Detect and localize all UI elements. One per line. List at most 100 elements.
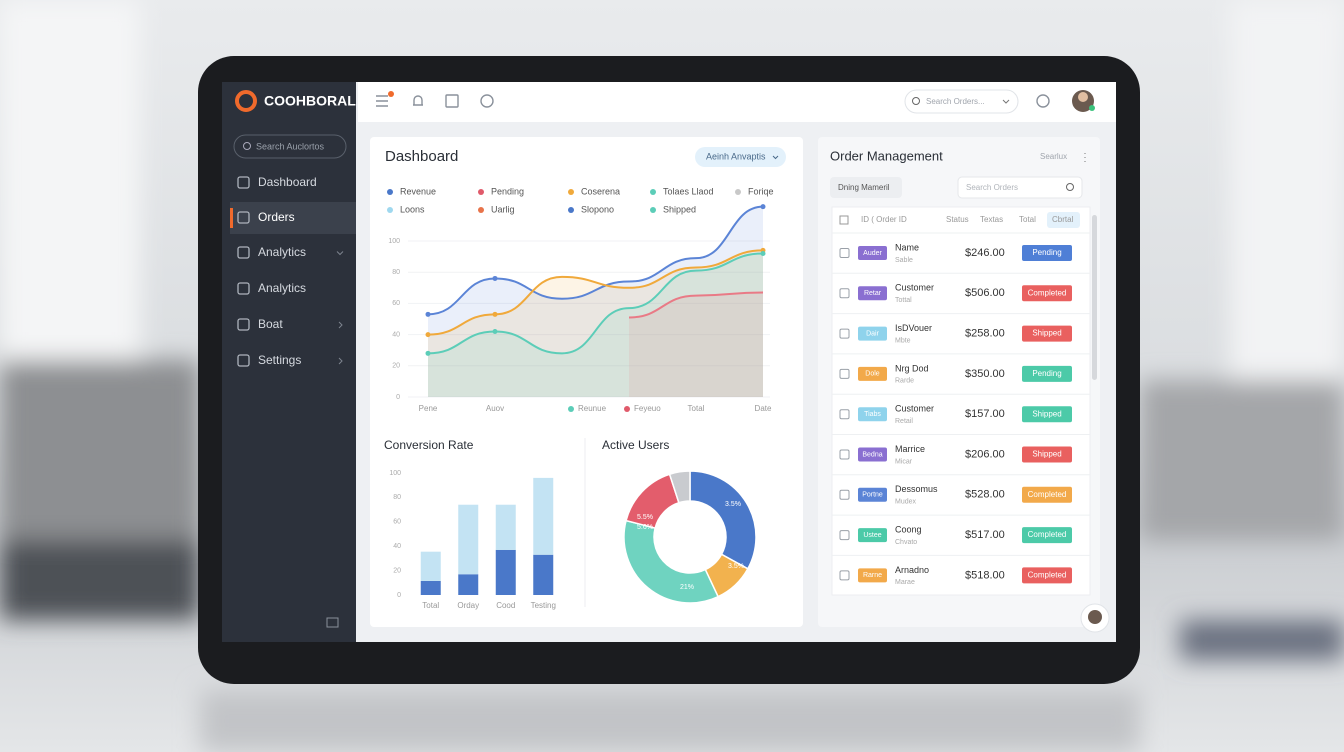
- menu-icon: [237, 354, 250, 367]
- checkbox[interactable]: [839, 288, 850, 299]
- checkbox[interactable]: [839, 570, 850, 581]
- topbar-icons[interactable]: [376, 94, 1050, 108]
- tag-text: Rarne: [863, 572, 882, 579]
- table-header[interactable]: Total: [1019, 215, 1036, 224]
- checkbox[interactable]: [839, 328, 850, 339]
- pie-annotation: 5.5%: [637, 514, 653, 521]
- table-header[interactable]: Status: [946, 215, 969, 224]
- customer-name: Marrice: [895, 444, 925, 454]
- checkbox[interactable]: [839, 248, 850, 258]
- menu-item[interactable]: Dashboard: [258, 175, 317, 189]
- point: [492, 311, 498, 317]
- point: [425, 311, 431, 317]
- customer-name: IsDVouer: [895, 323, 932, 333]
- customer-sub: Mudex: [895, 499, 917, 506]
- pie-slice: [623, 519, 720, 604]
- table-header[interactable]: Textas: [980, 215, 1003, 224]
- menu-item[interactable]: Analytics: [258, 281, 306, 295]
- status-text: Completed: [1028, 571, 1067, 580]
- customer-name: Nrg Dod: [895, 363, 929, 373]
- series-area: [428, 250, 763, 397]
- checkbox[interactable]: [839, 368, 850, 379]
- analytics-button-text: Aeinh Anvaptis: [706, 151, 766, 161]
- pie-annotation: 5.6%: [637, 524, 653, 531]
- legend-dot: [568, 406, 574, 412]
- series-area: [428, 253, 763, 397]
- tag: [858, 286, 887, 301]
- menu-item[interactable]: Boat: [258, 317, 283, 331]
- legend-dot: [568, 189, 574, 195]
- status-badge[interactable]: [1022, 406, 1072, 423]
- orders-menu[interactable]: Searlux: [1040, 152, 1067, 161]
- bar: [458, 574, 479, 595]
- chevron: [338, 357, 343, 365]
- status-badge[interactable]: [1022, 486, 1072, 503]
- menu-item[interactable]: Orders: [258, 210, 295, 224]
- scrollbar[interactable]: [1092, 215, 1097, 380]
- checkbox: [839, 215, 849, 225]
- chat-avatar-face: [1088, 610, 1102, 624]
- checkbox[interactable]: [839, 409, 850, 420]
- sidebar-footer-icon[interactable]: [326, 617, 339, 628]
- tag: [858, 366, 887, 381]
- status-text: Pending: [1032, 369, 1061, 378]
- x-tick-label: Orday: [457, 601, 479, 610]
- menu-icon: [237, 282, 250, 295]
- tag: [858, 246, 887, 260]
- filter-text: Dning Mameril: [838, 183, 890, 192]
- bar: [533, 477, 554, 555]
- status-badge[interactable]: [1022, 245, 1072, 261]
- customer-name: Coong: [895, 524, 922, 534]
- y-tick-label: 0: [396, 394, 400, 401]
- menu-icon: [237, 246, 250, 259]
- dashboard-panel: [370, 137, 803, 627]
- y-tick-label: 80: [392, 269, 400, 276]
- search-icon: [1066, 183, 1074, 191]
- table-header[interactable]: ID ( Order ID: [861, 215, 907, 224]
- analytics-button[interactable]: [695, 147, 786, 167]
- point: [425, 350, 431, 356]
- series-area: [428, 206, 763, 397]
- status-badge[interactable]: [1022, 446, 1072, 463]
- customer-sub: Retail: [895, 418, 913, 425]
- customer-sub: Sable: [895, 257, 913, 264]
- tag-text: Dole: [865, 371, 880, 378]
- tag: [858, 487, 887, 502]
- filter-button[interactable]: [830, 177, 902, 198]
- checkbox[interactable]: [839, 530, 850, 541]
- menu-item[interactable]: Settings: [258, 353, 301, 367]
- checkbox[interactable]: [839, 489, 850, 500]
- status-badge[interactable]: [1022, 325, 1072, 342]
- y-tick-label: 40: [392, 331, 400, 338]
- header-highlight: [1047, 212, 1080, 228]
- status-badge[interactable]: [1022, 365, 1072, 382]
- top-search-text: Search Orders...: [926, 97, 985, 106]
- x-tick-label: Total: [422, 601, 439, 610]
- orders-title: Order Management: [830, 148, 943, 163]
- top-search[interactable]: [904, 89, 1019, 114]
- avatar-face: [1078, 92, 1088, 102]
- status-badge[interactable]: [1022, 285, 1072, 302]
- bar: [495, 549, 516, 595]
- legend-dot: [624, 406, 630, 412]
- bar: [420, 551, 441, 581]
- legend-label: Coserena: [581, 186, 620, 196]
- menu-icon: [237, 176, 250, 189]
- checkbox[interactable]: [839, 449, 850, 460]
- status-badge[interactable]: [1022, 527, 1072, 544]
- sidebar-search[interactable]: [233, 134, 347, 159]
- menu-item[interactable]: Analytics: [258, 245, 306, 259]
- orders-search[interactable]: [957, 176, 1083, 199]
- legend-label: Reunue: [578, 404, 607, 413]
- menu-active: [230, 202, 356, 234]
- series-line: [427, 252, 764, 355]
- customer-sub: Chvato: [895, 539, 917, 546]
- tag-text: Bedna: [862, 451, 882, 458]
- table-header[interactable]: Cbrtal: [1052, 215, 1074, 224]
- legend-label: Uarlig: [491, 204, 515, 214]
- chevron: [338, 321, 343, 329]
- status-text: Shipped: [1032, 329, 1061, 338]
- status-badge[interactable]: [1022, 567, 1072, 584]
- y-tick-label: 20: [392, 363, 400, 370]
